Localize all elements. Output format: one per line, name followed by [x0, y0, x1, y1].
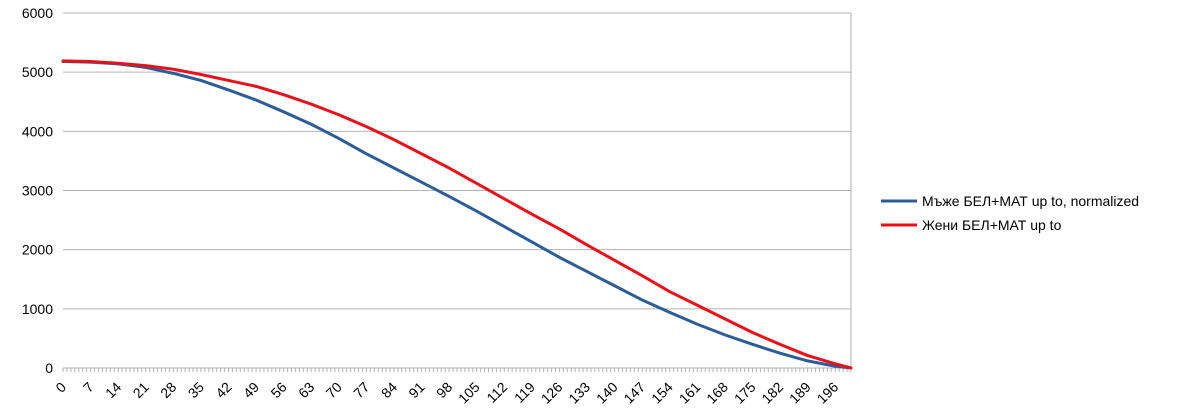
- x-tick-label: 28: [157, 379, 179, 401]
- y-tick-label: 1000: [22, 301, 53, 317]
- x-tick-label: 0: [52, 379, 69, 396]
- x-tick-label: 49: [240, 379, 262, 401]
- y-tick-label: 2000: [22, 242, 53, 258]
- x-tick-label: 133: [565, 379, 593, 407]
- y-tick-label: 4000: [22, 123, 53, 139]
- x-tick-label: 112: [483, 379, 510, 406]
- x-tick-label: 175: [731, 379, 759, 407]
- x-tick-label: 189: [786, 379, 814, 407]
- x-tick-label: 161: [676, 379, 704, 407]
- x-tick-label: 98: [433, 379, 455, 401]
- x-tick-label: 182: [758, 379, 786, 407]
- y-tick-label: 6000: [22, 5, 53, 21]
- x-tick-label: 63: [295, 379, 317, 401]
- x-tick-label: 168: [703, 379, 731, 407]
- x-tick-label: 84: [378, 379, 400, 401]
- legend-label: Жени БЕЛ+МАТ up to: [922, 217, 1062, 233]
- x-tick-label: 154: [648, 379, 676, 407]
- x-tick-label: 56: [267, 379, 289, 401]
- x-tick-label: 196: [814, 379, 842, 407]
- x-tick-label: 105: [455, 379, 483, 407]
- x-tick-label: 147: [620, 379, 648, 407]
- legend-label: Мъже БЕЛ+МАТ up to, normalized: [922, 193, 1139, 209]
- x-tick-label: 21: [130, 379, 152, 401]
- legend: Мъже БЕЛ+МАТ up to, normalized Жени БЕЛ+М…: [881, 193, 1139, 233]
- y-tick-label: 0: [45, 360, 53, 376]
- series-lines: [61, 59, 853, 370]
- x-tick-label: 91: [405, 379, 427, 401]
- y-tick-label: 5000: [22, 64, 53, 80]
- x-tick-label: 14: [102, 379, 124, 401]
- series-line: [61, 60, 853, 370]
- x-tick-label: 42: [212, 379, 234, 401]
- x-axis: 0 7 14 21 28 35 42 49 56 63 70 77 84 91 98 105 112 119 126…: [52, 367, 852, 407]
- x-tick-label: 126: [538, 379, 566, 407]
- x-tick-label: 70: [323, 379, 345, 401]
- y-tick-label: 3000: [22, 183, 53, 199]
- y-axis-labels: 0 1000 2000 3000 4000 5000 6000: [22, 5, 53, 376]
- x-tick-label: 119: [511, 379, 538, 406]
- gridlines: [63, 12, 852, 369]
- series-line: [61, 59, 853, 370]
- x-tick-label: 77: [350, 379, 372, 401]
- x-tick-label: 7: [80, 379, 97, 396]
- x-tick-label: 140: [593, 379, 621, 407]
- x-tick-label: 35: [185, 379, 207, 401]
